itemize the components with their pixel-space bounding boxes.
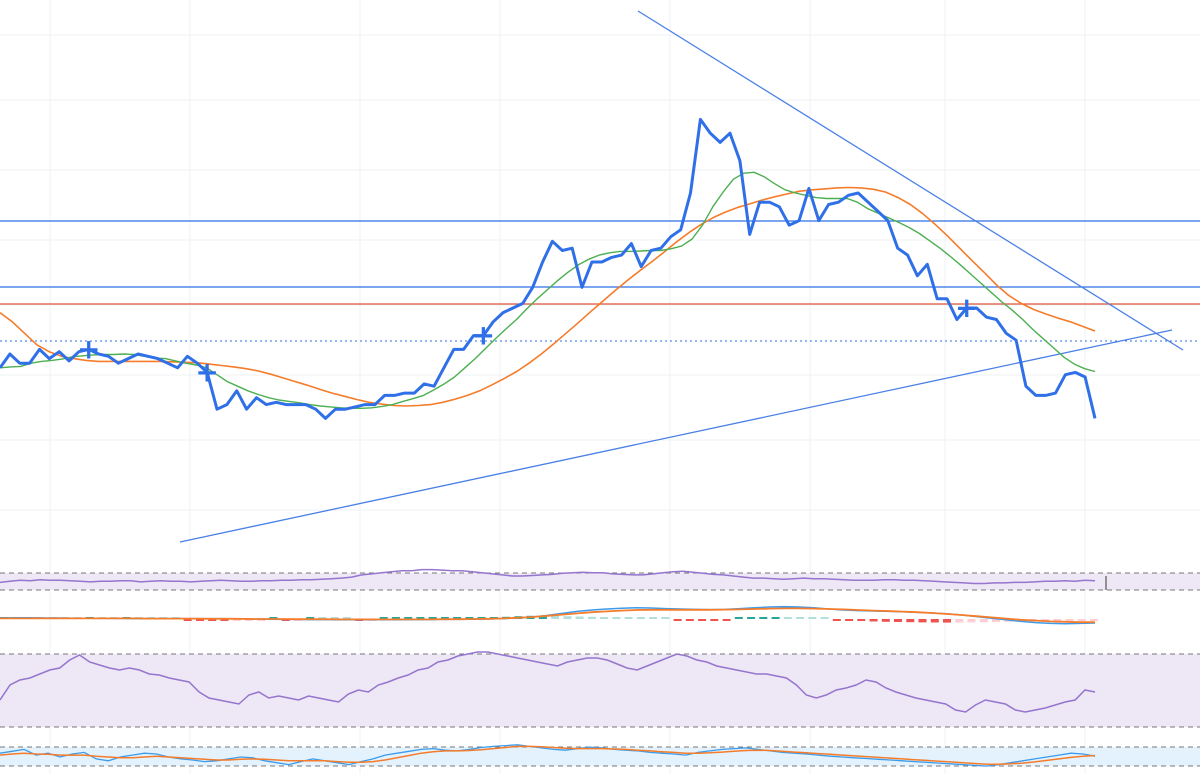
rsi-large-panel — [0, 651, 1200, 728]
macd-histogram-bar-50 — [612, 617, 621, 619]
ma_fast-series-line — [0, 171, 1096, 409]
macd-histogram-bar-72 — [881, 619, 890, 622]
macd-histogram-bar-66 — [808, 617, 817, 619]
macd-histogram-bar-86 — [1053, 619, 1062, 621]
macd-histogram-bar-25 — [306, 617, 315, 619]
price-series-line — [0, 117, 1097, 420]
macd-histogram-bar-58 — [710, 619, 719, 621]
macd-histogram-bar-34 — [416, 617, 425, 619]
macd-histogram-bar-76 — [930, 619, 939, 623]
rsi-small-panel — [0, 568, 1200, 591]
macd-histogram-bar-22 — [269, 617, 278, 619]
macd-histogram-bar-67 — [820, 617, 829, 619]
macd-histogram-bar-81 — [992, 619, 1000, 622]
macd-histogram-bar-60 — [734, 617, 743, 619]
rsi-small-band — [0, 573, 1200, 590]
macd-histogram-bar-48 — [587, 616, 596, 619]
macd-histogram-bar-20 — [244, 619, 253, 621]
rsi-large-line — [0, 651, 1096, 713]
macd-histogram-bar-57 — [698, 619, 707, 621]
macd-histogram-bar-85 — [1041, 619, 1049, 621]
macd-histogram-bar-78 — [955, 619, 964, 623]
macd-histogram-bar-19 — [232, 619, 241, 621]
macd-histogram-bar-69 — [845, 619, 854, 621]
macd-histogram-bar-21 — [257, 619, 266, 621]
macd-histogram-bar-16 — [196, 619, 204, 621]
macd-signal-line — [0, 607, 1095, 624]
macd-histogram-bar-65 — [796, 617, 805, 619]
signal-marker-1: + — [195, 355, 218, 388]
stochastic-k-line — [0, 744, 1096, 767]
macd-histogram-bar-77 — [943, 619, 951, 623]
macd-histogram-bar-33 — [404, 617, 413, 619]
macd-histogram-bar-17 — [208, 619, 217, 621]
macd-histogram-bar-73 — [894, 619, 902, 622]
macd-histogram-bar-68 — [832, 619, 841, 621]
macd-histogram-bar-80 — [979, 619, 988, 623]
macd-histogram-bar-51 — [624, 617, 633, 619]
macd-histogram-bar-35 — [428, 617, 437, 619]
macd-histogram-bar-27 — [330, 617, 339, 619]
macd-histogram-bar-36 — [440, 617, 449, 619]
macd-histogram-bar-56 — [685, 619, 694, 621]
macd-histogram-bar-89 — [1090, 619, 1098, 621]
macd-histogram-bar-44 — [538, 615, 547, 619]
macd-histogram-bar-46 — [563, 616, 572, 619]
macd-histogram-bar-55 — [673, 619, 682, 621]
macd-histogram-bar-49 — [600, 617, 609, 619]
rsi-small-line — [0, 568, 1096, 585]
macd-histogram-bar-63 — [771, 617, 780, 619]
macd-histogram-bar-54 — [661, 617, 670, 619]
macd-histogram-bar-61 — [747, 617, 756, 619]
macd-histogram-bar-87 — [1065, 619, 1074, 621]
ma_slow-series-line — [0, 186, 1096, 407]
price-panel: + + + + — [0, 10, 1200, 543]
macd-histogram-bar-18 — [220, 619, 229, 621]
macd-histogram-bar-79 — [967, 619, 976, 623]
macd-histogram-bar-74 — [906, 619, 915, 623]
macd-histogram-bar-47 — [575, 616, 584, 619]
macd-panel — [0, 605, 1098, 625]
macd-histogram-bar-52 — [636, 617, 645, 619]
macd-histogram-bar-38 — [465, 617, 474, 619]
macd-histogram-bar-70 — [857, 619, 866, 621]
signal-marker-2: + — [472, 319, 495, 352]
macd-histogram-bar-88 — [1077, 619, 1086, 621]
stochastic-d-line — [0, 745, 1096, 765]
macd-histogram-bar-31 — [379, 617, 388, 619]
macd-histogram-bar-45 — [551, 615, 560, 619]
macd-histogram-bar-59 — [722, 619, 731, 621]
macd-histogram-bar-32 — [391, 617, 400, 619]
stochastic-panel — [0, 744, 1200, 767]
falling-trendline — [637, 10, 1184, 351]
signal-marker-0: + — [77, 332, 100, 365]
signal-marker-3: + — [955, 291, 978, 324]
macd-histogram-bar-64 — [783, 617, 792, 619]
rsi-large-band — [0, 654, 1200, 727]
macd-histogram-bar-37 — [453, 617, 462, 619]
macd-histogram-bar-26 — [318, 617, 327, 619]
macd-histogram-bar-71 — [869, 619, 878, 622]
macd-histogram-bar-75 — [918, 619, 927, 623]
rising-trendline — [179, 329, 1173, 543]
macd-histogram-bar-53 — [649, 617, 658, 619]
macd-histogram-bar-15 — [183, 619, 192, 621]
macd-histogram-bar-28 — [342, 617, 351, 619]
macd-histogram-bar-62 — [759, 617, 768, 619]
